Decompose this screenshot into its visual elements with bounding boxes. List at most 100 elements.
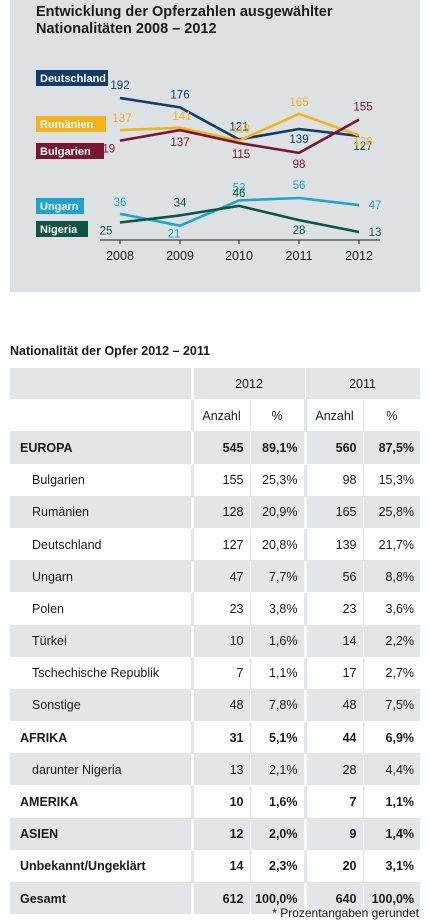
legend-box-ungarn <box>36 198 84 214</box>
data-label: 155 <box>353 102 372 114</box>
x-tick-label: 2011 <box>286 249 313 263</box>
legend-box-bulgarien <box>36 143 104 159</box>
row-percent-2012: 89,1% <box>250 431 307 465</box>
row-label: Tschechische Republik <box>10 657 194 690</box>
row-anzahl-2012: 128 <box>192 496 251 529</box>
row-anzahl-2011: 20 <box>305 850 364 884</box>
row-label: Gesamt <box>10 882 194 916</box>
row-percent-2011: 21,7% <box>363 528 421 562</box>
row-anzahl-2012: 31 <box>192 721 251 755</box>
row-label: Ungarn <box>10 560 194 594</box>
row-percent-2011: 4,4% <box>363 753 421 787</box>
row-percent-2011: 87,5% <box>363 431 421 465</box>
row-percent-2012: 2,0% <box>250 818 307 851</box>
data-label: 165 <box>289 97 308 109</box>
table-subheader-corner <box>10 399 194 433</box>
row-anzahl-2011: 48 <box>305 689 364 723</box>
table-row: Unbekannt/Ungeklärt 14 2,3% 20 3,1% <box>10 850 421 884</box>
row-percent-2011: 2,2% <box>363 625 421 658</box>
row-percent-2012: 1,6% <box>250 625 307 658</box>
legend-box-nigeria <box>36 221 88 237</box>
row-percent-2011: 1,4% <box>363 818 421 851</box>
row-percent-2012: 20,9% <box>250 496 307 529</box>
table-row: Sonstige 48 7,8% 48 7,5% <box>10 689 421 723</box>
row-anzahl-2012: 155 <box>192 464 251 497</box>
chart-title: Entwicklung der Opferzahlen ausgewählter… <box>36 4 333 37</box>
legend-label: Ungarn <box>40 201 79 213</box>
legend-label: Deutschland <box>40 73 106 85</box>
row-label: EUROPA <box>10 431 194 465</box>
data-label: 141 <box>172 111 191 123</box>
row-anzahl-2011: 56 <box>305 560 364 594</box>
series-line-rumänien <box>119 112 360 142</box>
row-label: ASIEN <box>10 818 194 851</box>
row-percent-2012: 2,3% <box>250 850 307 884</box>
row-percent-2012: 3,8% <box>250 592 307 626</box>
data-label: 13 <box>369 227 382 239</box>
row-percent-2012: 5,1% <box>250 721 307 755</box>
row-label: AFRIKA <box>10 721 194 755</box>
row-label: Polen <box>10 592 194 626</box>
data-label: 56 <box>293 180 306 192</box>
data-label: 28 <box>293 225 306 237</box>
subheader-percent-2011: % <box>363 399 421 433</box>
row-label: AMERIKA <box>10 785 194 819</box>
row-percent-2011: 3,6% <box>363 592 421 626</box>
row-percent-2011: 6,9% <box>363 721 421 755</box>
table-row: Tschechische Republik 7 1,1% 17 2,7% <box>10 657 421 690</box>
row-label: Sonstige <box>10 689 194 723</box>
row-percent-2012: 25,3% <box>250 464 307 497</box>
data-label: 25 <box>100 226 113 238</box>
row-label: Rumänien <box>10 496 194 529</box>
x-tick-label: 2010 <box>225 249 253 263</box>
table-row: AFRIKA 31 5,1% 44 6,9% <box>10 721 421 755</box>
subheader-percent-2012: % <box>250 399 307 433</box>
legend-label: Bulgarien <box>40 146 91 158</box>
row-percent-2012: 7,7% <box>250 560 307 594</box>
row-percent-2011: 1,1% <box>363 785 421 819</box>
data-label: 192 <box>110 80 129 92</box>
data-label: 128 <box>353 136 372 148</box>
series-line-bulgarien <box>119 118 360 155</box>
row-anzahl-2011: 640 <box>305 882 364 916</box>
data-label: 34 <box>174 197 187 209</box>
table-subheader-row: Anzahl % Anzahl % <box>10 399 421 433</box>
opfer-table: 2012 2011 Anzahl % Anzahl % EUROPA 545 89,… <box>10 368 421 916</box>
x-tick-label: 2009 <box>166 249 194 263</box>
row-anzahl-2012: 14 <box>192 850 251 884</box>
row-percent-2011: 3,1% <box>363 850 421 884</box>
row-anzahl-2012: 13 <box>192 753 251 787</box>
row-anzahl-2011: 23 <box>305 592 364 626</box>
row-label: Türkei <box>10 625 194 658</box>
row-percent-2011: 2,7% <box>363 657 421 690</box>
legend-label: Nigeria <box>40 224 78 236</box>
data-label: 98 <box>293 159 306 171</box>
x-tick-label: 2008 <box>106 249 134 263</box>
row-anzahl-2011: 560 <box>305 431 364 465</box>
data-label: 21 <box>168 229 181 241</box>
table-row: Ungarn 47 7,7% 56 8,8% <box>10 560 421 594</box>
row-label: Unbekannt/Ungeklärt <box>10 850 194 884</box>
row-anzahl-2011: 14 <box>305 625 364 658</box>
table-row: Rumänien 128 20,9% 165 25,8% <box>10 496 421 529</box>
year-header-2012: 2012 <box>192 368 306 401</box>
data-label: 115 <box>232 149 250 161</box>
row-percent-2012: 100,0% <box>250 882 307 916</box>
data-label: 137 <box>170 137 189 149</box>
line-chart: 2008 2009 2010 2011 2012 192 176 121 139 127 Deuts… <box>36 70 382 263</box>
data-label: 121 <box>229 121 248 133</box>
row-percent-2012: 1,1% <box>250 657 307 690</box>
data-label: 53 <box>233 182 246 194</box>
row-anzahl-2011: 17 <box>305 657 364 690</box>
table-title: Nationalität der Opfer 2012 – 2011 <box>10 344 211 358</box>
subheader-anzahl-2012: Anzahl <box>192 399 251 433</box>
row-label: darunter Nigeria <box>10 753 194 787</box>
table-row: ASIEN 12 2,0% 9 1,4% <box>10 818 421 851</box>
row-anzahl-2011: 98 <box>305 464 364 497</box>
row-anzahl-2012: 127 <box>192 528 251 562</box>
row-percent-2011: 100,0% <box>363 882 421 916</box>
table-row: Deutschland 127 20,8% 139 21,7% <box>10 528 421 562</box>
row-percent-2011: 7,5% <box>363 689 421 723</box>
row-anzahl-2012: 47 <box>192 560 251 594</box>
table-row: Türkei 10 1,6% 14 2,2% <box>10 625 421 658</box>
